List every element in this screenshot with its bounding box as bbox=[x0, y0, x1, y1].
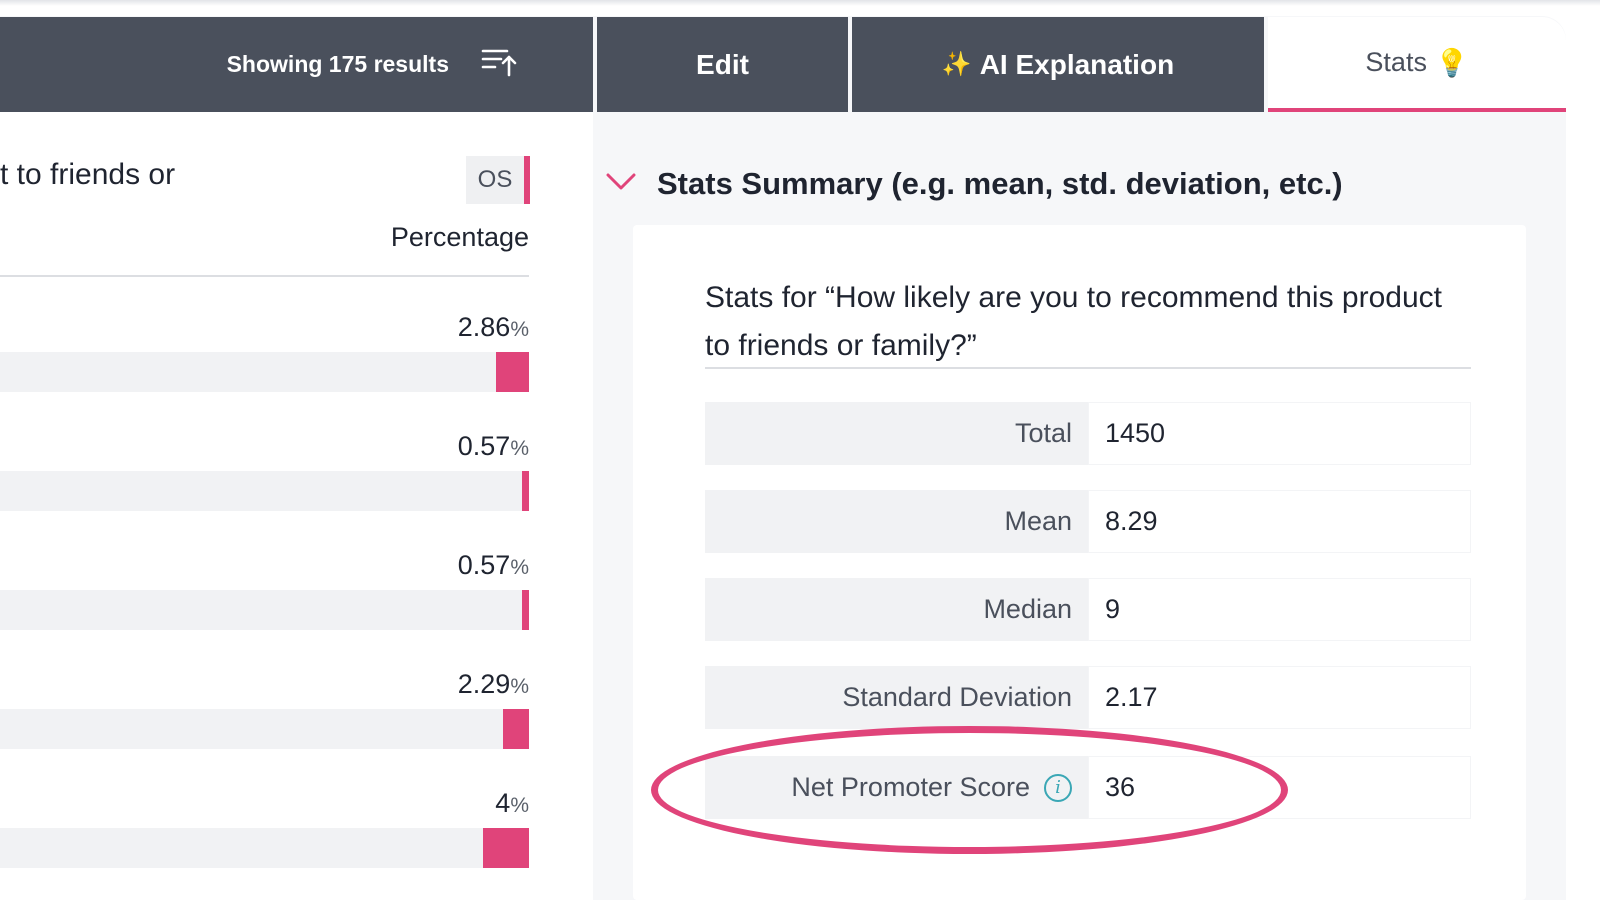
result-bar-track bbox=[0, 352, 529, 392]
os-badge: OS bbox=[466, 156, 524, 204]
result-bar-fill bbox=[483, 828, 529, 868]
stat-row: Total 1450 bbox=[705, 402, 1471, 465]
result-percentage-unit: % bbox=[510, 318, 529, 341]
stat-value: 8.29 bbox=[1088, 490, 1471, 553]
stat-label: Total bbox=[705, 402, 1088, 465]
stat-row: Net Promoter Score i 36 bbox=[705, 756, 1471, 819]
ai-explanation-tab[interactable]: ✨ AI Explanation bbox=[852, 17, 1264, 112]
stat-value: 9 bbox=[1088, 578, 1471, 641]
info-icon[interactable]: i bbox=[1044, 773, 1072, 802]
result-row: 0.57% bbox=[0, 431, 529, 531]
stats-tab[interactable]: Stats 💡 bbox=[1268, 17, 1566, 112]
result-percentage: 0.57% bbox=[458, 550, 529, 581]
stat-label: Median bbox=[705, 578, 1088, 641]
stats-summary-title[interactable]: Stats Summary (e.g. mean, std. deviation… bbox=[657, 166, 1343, 201]
result-row: 0.57% bbox=[0, 550, 529, 650]
result-percentage-unit: % bbox=[510, 437, 529, 460]
result-percentage-value: 2.29 bbox=[457, 669, 511, 699]
stat-label-text: Total bbox=[1014, 418, 1072, 448]
percentage-column-header: Percentage bbox=[390, 222, 529, 252]
result-bar-track bbox=[0, 471, 529, 511]
result-percentage-value: 2.86 bbox=[457, 312, 511, 342]
result-percentage-unit: % bbox=[510, 675, 529, 698]
edit-tab-label: Edit bbox=[696, 48, 749, 80]
stat-label-text: Mean bbox=[1004, 506, 1072, 536]
result-percentage-value: 4 bbox=[495, 788, 511, 818]
result-bar-track bbox=[0, 709, 529, 749]
result-percentage: 0.57% bbox=[458, 431, 529, 462]
lightbulb-icon: 💡 bbox=[1434, 47, 1469, 78]
result-percentage-value: 0.57 bbox=[457, 550, 511, 580]
stats-heading-divider bbox=[705, 367, 1471, 369]
result-bar-fill bbox=[496, 352, 529, 392]
sparkles-icon: ✨ bbox=[941, 51, 972, 78]
stats-question-heading: Stats for “How likely are you to recomme… bbox=[705, 281, 1442, 362]
result-bar-track bbox=[0, 590, 529, 630]
result-percentage-unit: % bbox=[510, 556, 529, 579]
result-bar-track bbox=[0, 828, 529, 868]
stats-tab-label: Stats bbox=[1365, 47, 1427, 77]
edit-tab[interactable]: Edit bbox=[597, 17, 848, 112]
result-percentage: 4% bbox=[495, 788, 529, 819]
sort-ascending-icon[interactable] bbox=[481, 47, 517, 82]
result-bar-fill bbox=[503, 709, 529, 749]
top-shadow bbox=[0, 0, 1600, 6]
stat-value: 2.17 bbox=[1088, 666, 1471, 729]
stat-label-text: Standard Deviation bbox=[842, 682, 1072, 712]
chevron-down-icon[interactable] bbox=[605, 170, 637, 192]
stat-label-text: Net Promoter Score bbox=[791, 772, 1030, 802]
stat-row: Standard Deviation 2.17 bbox=[705, 666, 1471, 729]
stat-row: Median 9 bbox=[705, 578, 1471, 641]
stat-value: 1450 bbox=[1088, 402, 1471, 465]
result-bar-fill bbox=[522, 590, 529, 630]
results-tab[interactable]: Showing 175 results bbox=[0, 17, 593, 112]
result-bar-fill bbox=[522, 471, 529, 511]
result-percentage-unit: % bbox=[510, 794, 529, 817]
stat-label: Mean bbox=[705, 490, 1088, 553]
result-row: 2.29% bbox=[0, 669, 529, 769]
result-percentage: 2.29% bbox=[458, 669, 529, 700]
result-percentage-value: 0.57 bbox=[457, 431, 511, 461]
result-row: 2.86% bbox=[0, 312, 529, 412]
header-divider bbox=[0, 275, 529, 277]
stat-label-text: Median bbox=[983, 594, 1072, 624]
results-count-label: Showing 175 results bbox=[226, 51, 449, 77]
stat-row: Mean 8.29 bbox=[705, 490, 1471, 553]
result-percentage: 2.86% bbox=[458, 312, 529, 343]
stat-label: Net Promoter Score i bbox=[705, 756, 1088, 819]
stat-value: 36 bbox=[1088, 756, 1471, 819]
os-indicator-bar bbox=[524, 156, 530, 204]
stat-label: Standard Deviation bbox=[705, 666, 1088, 729]
result-row: 4% bbox=[0, 788, 529, 888]
question-text: t to friends or bbox=[0, 158, 176, 191]
ai-explanation-label: AI Explanation bbox=[979, 48, 1175, 80]
